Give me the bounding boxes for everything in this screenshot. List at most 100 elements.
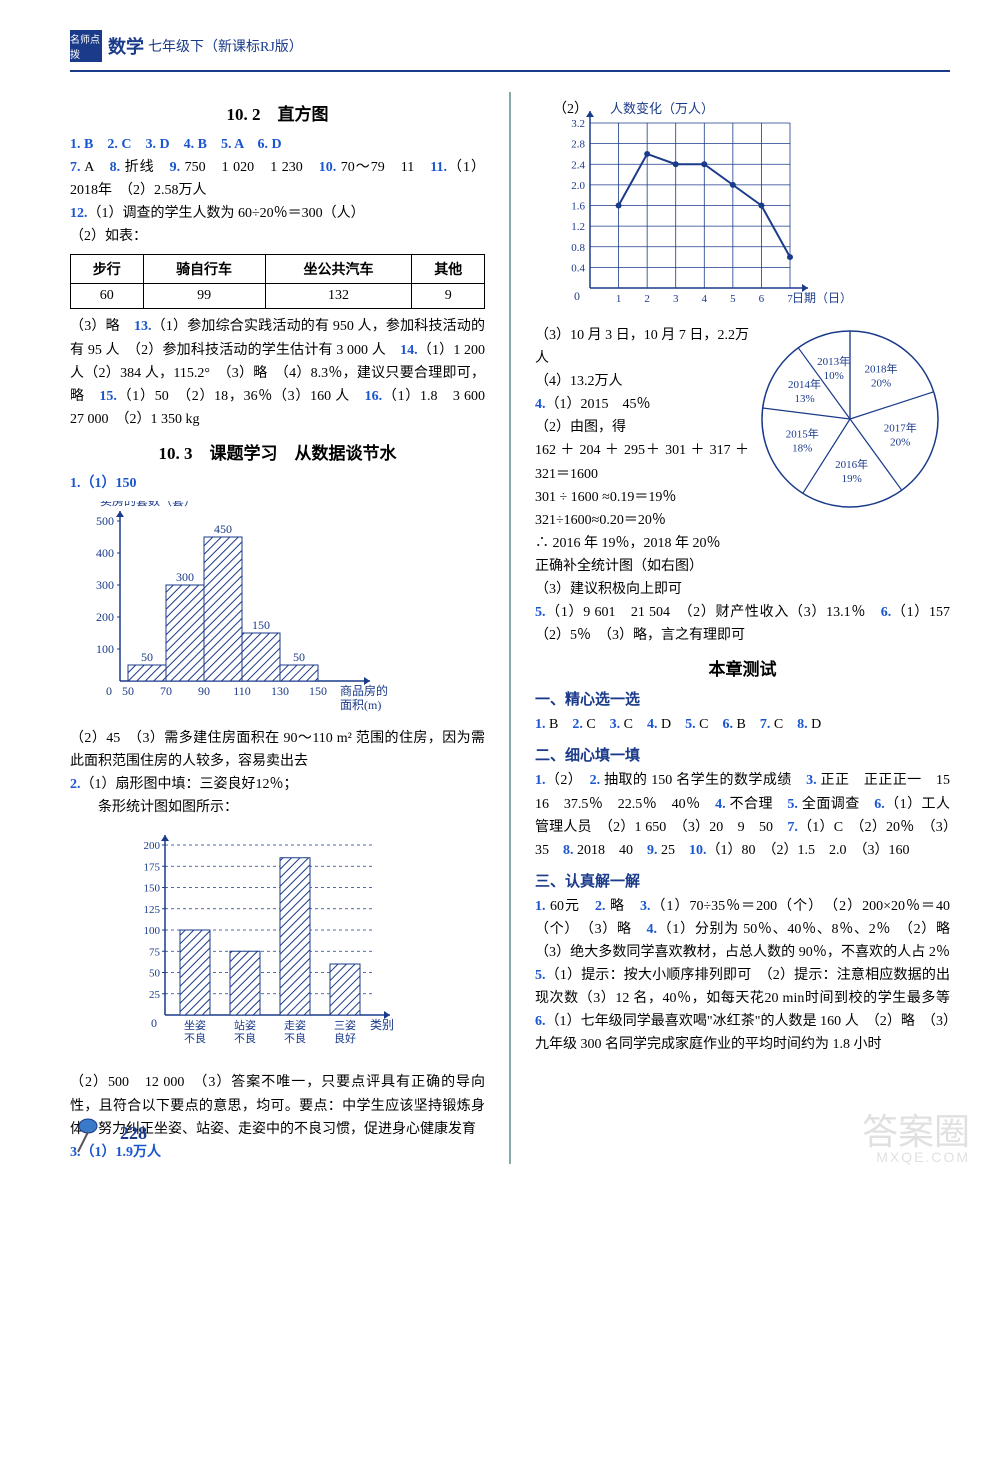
- table-cell: 9: [412, 284, 485, 309]
- svg-text:良好: 良好: [334, 1031, 356, 1045]
- svg-text:2015年: 2015年: [786, 426, 819, 440]
- svg-text:150: 150: [252, 618, 270, 632]
- svg-text:75: 75: [149, 947, 161, 959]
- page-number: 228: [120, 1123, 147, 1144]
- svg-text:18%: 18%: [792, 442, 812, 454]
- svg-text:125: 125: [144, 904, 161, 916]
- svg-text:70: 70: [160, 684, 172, 698]
- svg-text:175: 175: [144, 862, 161, 874]
- svg-text:3: 3: [673, 293, 679, 305]
- svg-text:4: 4: [702, 293, 708, 305]
- svg-text:10%: 10%: [824, 370, 844, 382]
- svg-text:150: 150: [144, 883, 161, 895]
- svg-text:三姿: 三姿: [334, 1019, 356, 1032]
- svg-text:坐姿: 坐姿: [184, 1019, 206, 1032]
- pie-chart-years: 2018年 20% 2017年 20% 2016年 19% 2015年 18% 2014年 13%…: [755, 324, 950, 519]
- svg-text:150: 150: [309, 684, 327, 698]
- svg-text:0: 0: [151, 1016, 157, 1030]
- table-cell: 132: [265, 284, 412, 309]
- column-divider: [509, 92, 511, 1164]
- svg-text:不良: 不良: [234, 1031, 256, 1045]
- test-section3: 1. 60元 2. 略 3.（1）70÷35％＝200（个） （2）200×20…: [535, 895, 950, 1057]
- page-header: 名师点拨 数学 七年级下（新课标RJ版）: [70, 30, 950, 62]
- svg-text:日期（日）: 日期（日）: [792, 291, 852, 305]
- answers-10-2: 1. B 2. C 3. D 4. B 5. A 6. D 7. A 8. 折线…: [70, 133, 485, 248]
- test-section3-title: 三、认真解一解: [535, 870, 950, 891]
- svg-text:面积(m): 面积(m): [340, 698, 381, 712]
- svg-text:2014年: 2014年: [788, 377, 821, 391]
- svg-text:50: 50: [293, 650, 305, 664]
- test-section2: 1.（2） 2. 抽取的 150 名学生的数学成绩 3. 正正 正正正一 15 …: [535, 769, 950, 861]
- svg-text:2017年: 2017年: [884, 420, 917, 434]
- svg-text:站姿: 站姿: [234, 1018, 256, 1032]
- svg-text:50: 50: [149, 968, 161, 980]
- svg-text:0: 0: [574, 289, 580, 303]
- header-title: 数学: [108, 33, 144, 59]
- svg-text:（2）: （2）: [553, 101, 588, 117]
- table-col-0: 步行: [71, 255, 144, 284]
- svg-text:50: 50: [141, 650, 153, 664]
- svg-text:人数变化（万人）: 人数变化（万人）: [610, 101, 714, 116]
- answers-10-2-cont: （3）略 13.（1）参加综合实践活动的有 950 人，参加科技活动的有 95 …: [70, 315, 485, 430]
- svg-text:卖房的套数（套）: 卖房的套数（套）: [100, 501, 196, 508]
- test-section2-title: 二、细心填一填: [535, 744, 950, 765]
- answer-r-56: 5.（1）9 601 21 504 （2）财产性收入（3）13.1％ 6.（1）…: [535, 601, 950, 647]
- svg-text:90: 90: [198, 684, 210, 698]
- svg-text:20%: 20%: [871, 377, 891, 389]
- test-section1-title: 一、精心选一选: [535, 688, 950, 709]
- section-10-2-title: 10. 2 直方图: [70, 100, 485, 125]
- section-10-3-title: 10. 3 课题学习 从数据谈节水: [70, 439, 485, 464]
- answer-10-3-2: （2）45 （3）需多建住房面积在 90～110 m² 范围的住房，因为需此面积…: [70, 727, 485, 773]
- svg-text:2018年: 2018年: [865, 361, 898, 375]
- svg-text:6: 6: [759, 293, 765, 305]
- table-col-1: 骑自行车: [143, 255, 265, 284]
- svg-text:300: 300: [176, 570, 194, 584]
- histogram-housing: 100 200 300 400 500 卖房的套数（套） 50 300 450 150 50 50 70…: [70, 501, 485, 721]
- header-subtitle: 七年级下（新课标RJ版）: [148, 36, 303, 56]
- svg-text:不良: 不良: [284, 1031, 306, 1045]
- svg-text:25: 25: [149, 989, 161, 1001]
- chapter-test-title: 本章测试: [535, 655, 950, 680]
- bar-chart-posture: 255075100125150175200坐姿不良站姿不良走姿不良三姿良好类别0: [120, 825, 485, 1065]
- svg-text:1.2: 1.2: [571, 221, 585, 233]
- svg-text:100: 100: [96, 642, 114, 656]
- svg-text:2: 2: [644, 293, 650, 305]
- svg-text:走姿: 走姿: [284, 1019, 306, 1032]
- svg-text:1: 1: [616, 293, 622, 305]
- answer-block-34-4: 2018年 20% 2017年 20% 2016年 19% 2015年 18% 2014年 13%…: [535, 324, 950, 601]
- svg-text:0.4: 0.4: [571, 262, 585, 274]
- answer-10-3-1: 1.（1）150: [70, 472, 485, 495]
- answer-10-3-q2a: 2.（1）扇形图中填：三姿良好12％； 条形统计图如图所示：: [70, 773, 485, 819]
- right-column: （2）人数变化（万人）0.40.81.21.62.02.42.83.212345…: [535, 92, 950, 1164]
- svg-text:200: 200: [96, 610, 114, 624]
- table-col-3: 其他: [412, 255, 485, 284]
- watermark: 答案圈 MXQE.COM: [862, 1114, 970, 1164]
- svg-text:19%: 19%: [842, 473, 862, 485]
- svg-text:100: 100: [144, 925, 161, 937]
- header-divider: [70, 70, 950, 72]
- pin-icon: [70, 1114, 110, 1154]
- svg-text:2016年: 2016年: [835, 457, 868, 471]
- left-column: 10. 2 直方图 1. B 2. C 3. D 4. B 5. A 6. D …: [70, 92, 485, 1164]
- svg-text:500: 500: [96, 514, 114, 528]
- svg-text:300: 300: [96, 578, 114, 592]
- svg-text:50: 50: [122, 684, 134, 698]
- svg-text:1.6: 1.6: [571, 201, 585, 213]
- svg-text:400: 400: [96, 546, 114, 560]
- line-chart-population: （2）人数变化（万人）0.40.81.21.62.02.42.83.212345…: [535, 98, 950, 318]
- svg-text:2.4: 2.4: [571, 159, 585, 171]
- svg-text:2013年: 2013年: [817, 354, 850, 368]
- svg-text:0: 0: [106, 684, 112, 698]
- svg-text:不良: 不良: [184, 1031, 206, 1045]
- svg-text:110: 110: [233, 684, 251, 698]
- header-badge: 名师点拨: [70, 30, 102, 62]
- test-section1: 1. B 2. C 3. C 4. D 5. C 6. B 7. C 8. D: [535, 713, 950, 736]
- svg-text:3.2: 3.2: [571, 118, 585, 130]
- svg-text:0.8: 0.8: [571, 242, 585, 254]
- svg-text:450: 450: [214, 522, 232, 536]
- svg-text:20%: 20%: [890, 436, 910, 448]
- svg-text:13%: 13%: [794, 393, 814, 405]
- svg-text:类别: 类别: [370, 1018, 394, 1032]
- svg-text:商品房的: 商品房的: [340, 683, 388, 698]
- svg-text:2.0: 2.0: [571, 180, 585, 192]
